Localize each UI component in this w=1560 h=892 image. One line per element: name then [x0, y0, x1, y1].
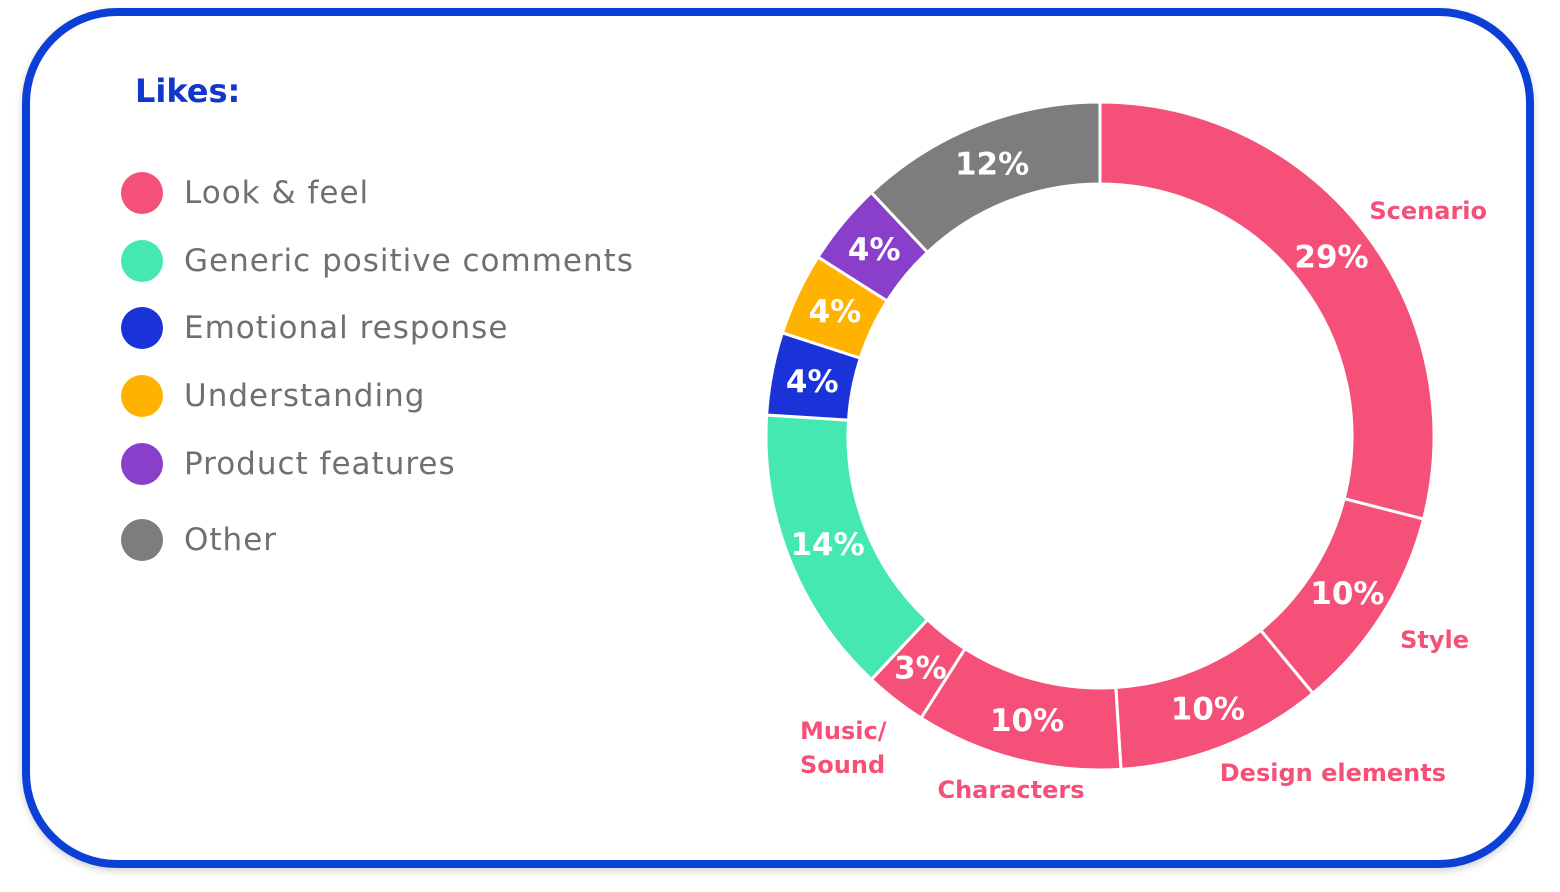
- slice-value-label: 10%: [990, 703, 1064, 739]
- legend-swatch: [121, 307, 163, 349]
- slice-value-label: 4%: [786, 364, 839, 400]
- slice-value-label: 14%: [790, 527, 864, 563]
- slice-value-label: 4%: [848, 232, 901, 268]
- slice-category-label: Music/Sound: [800, 717, 887, 779]
- legend: Look & feel Generic positive comments Emot…: [121, 0, 741, 892]
- legend-label: Understanding: [184, 378, 426, 414]
- legend-item-understanding: Understanding: [121, 375, 425, 417]
- slice-category-label: Style: [1400, 626, 1469, 654]
- legend-label: Look & feel: [184, 175, 370, 211]
- legend-item-product-features: Product features: [121, 443, 456, 485]
- slice-value-label: 3%: [894, 651, 947, 687]
- slice-category-label: Scenario: [1369, 197, 1487, 225]
- legend-item-look-feel: Look & feel: [121, 172, 369, 214]
- legend-swatch: [121, 172, 163, 214]
- legend-label: Product features: [184, 446, 456, 482]
- legend-item-generic-positive-comments: Generic positive comments: [121, 240, 634, 282]
- slice-category-label: Characters: [937, 776, 1084, 804]
- slice-category-label: Design elements: [1220, 759, 1446, 787]
- legend-swatch: [121, 519, 163, 561]
- legend-item-emotional-response: Emotional response: [121, 307, 508, 349]
- legend-swatch: [121, 240, 163, 282]
- slice-scenario-0: [1098, 100, 1436, 521]
- slice-value-label: 10%: [1310, 576, 1384, 612]
- legend-swatch: [121, 443, 163, 485]
- slice-value-label: 12%: [955, 147, 1029, 183]
- slice-value-label: 29%: [1294, 239, 1368, 275]
- legend-label: Generic positive comments: [184, 243, 634, 279]
- legend-label: Emotional response: [184, 310, 509, 346]
- slice-value-label: 10%: [1171, 691, 1245, 727]
- legend-swatch: [121, 375, 163, 417]
- chart-title: Likes:: [135, 72, 241, 110]
- slice-value-label: 4%: [809, 294, 862, 330]
- legend-label: Other: [184, 522, 278, 558]
- slice-other-9: [869, 100, 1102, 255]
- legend-item-other: Other: [121, 519, 277, 561]
